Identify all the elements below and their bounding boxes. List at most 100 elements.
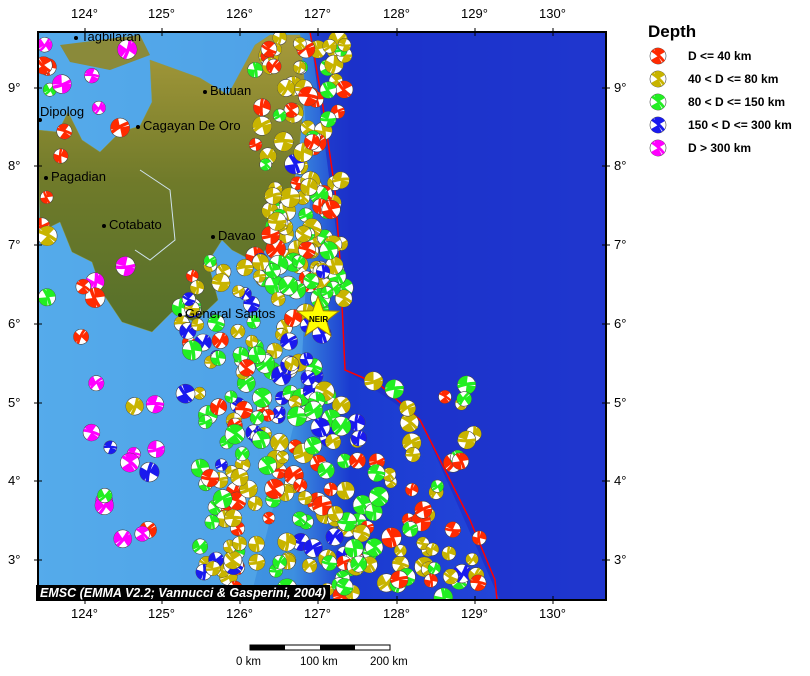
earthquake-beachball xyxy=(203,254,217,268)
earthquake-beachball xyxy=(469,574,487,592)
earthquake-beachball xyxy=(115,256,136,277)
earthquake-beachball xyxy=(368,486,389,507)
earthquake-beachball xyxy=(302,558,318,574)
earthquake-beachball xyxy=(200,469,220,488)
earthquake-beachball xyxy=(253,98,271,117)
earthquake-beachball xyxy=(303,538,323,558)
earthquake-beachball xyxy=(97,488,113,504)
station-star-icon xyxy=(295,294,341,337)
station-label: NEIR xyxy=(309,315,328,324)
city-label: Tagbilaran xyxy=(81,29,141,44)
earthquake-beachball xyxy=(248,553,266,571)
earthquake-beachball xyxy=(248,137,263,152)
lon-tick-top: 128° xyxy=(383,6,410,21)
deep-ocean xyxy=(310,32,606,600)
earthquake-beachball xyxy=(207,314,225,332)
earthquake-beachball xyxy=(349,452,366,469)
legend-label: 150 < D <= 300 km xyxy=(688,118,792,132)
earthquake-beachball xyxy=(367,464,386,482)
earthquake-beachball xyxy=(38,56,53,75)
earthquake-beachball xyxy=(193,386,206,400)
lat-tick-right: 4° xyxy=(614,473,627,488)
beachball-icon xyxy=(649,70,667,88)
legend-item: D <= 40 km xyxy=(648,47,751,65)
earthquake-beachball xyxy=(258,456,277,475)
earthquake-beachball xyxy=(248,346,267,364)
lat-tick-right: 3° xyxy=(614,552,627,567)
earthquake-beachball xyxy=(293,443,314,464)
legend-label: 40 < D <= 80 km xyxy=(688,72,779,86)
earthquake-beachball xyxy=(175,383,196,404)
city-label: Cotabato xyxy=(109,217,162,232)
earthquake-beachball xyxy=(38,225,58,246)
earthquake-beachball xyxy=(205,560,221,576)
legend-beachball xyxy=(649,139,667,157)
earthquake-mechanisms xyxy=(38,32,487,600)
earthquake-beachball xyxy=(444,521,461,538)
city-dot xyxy=(44,176,48,180)
lon-tick-bottom: 126° xyxy=(226,606,253,621)
earthquake-beachball xyxy=(247,496,263,511)
scale-label-0: 0 km xyxy=(236,656,261,668)
earthquake-beachball xyxy=(382,467,397,482)
earthquake-beachball xyxy=(260,40,278,58)
scale-bar xyxy=(249,644,391,651)
earthquake-beachball xyxy=(394,544,407,557)
earthquake-beachball xyxy=(243,295,260,313)
earthquake-beachball xyxy=(364,538,384,557)
lat-tick-left: 3° xyxy=(8,552,21,567)
earthquake-beachball xyxy=(280,332,298,351)
earthquake-beachball xyxy=(272,108,287,123)
city-label: Davao xyxy=(218,228,256,243)
earthquake-beachball xyxy=(322,39,337,54)
earthquake-beachball xyxy=(53,148,69,164)
earthquake-beachball xyxy=(267,211,287,231)
earthquake-beachball xyxy=(251,253,270,271)
earthquake-beachball xyxy=(145,395,165,414)
earthquake-beachball xyxy=(234,446,250,462)
legend-beachball xyxy=(649,70,667,88)
earthquake-beachball xyxy=(147,440,165,458)
earthquake-beachball xyxy=(245,334,259,348)
earthquake-beachball xyxy=(234,400,253,419)
earthquake-beachball xyxy=(224,509,243,528)
lat-tick-left: 5° xyxy=(8,395,21,410)
earthquake-beachball xyxy=(181,292,196,307)
earthquake-beachball xyxy=(337,38,352,52)
earthquake-beachball xyxy=(288,395,302,410)
neir-station: NEIR xyxy=(295,294,341,337)
earthquake-beachball xyxy=(335,578,354,596)
earthquake-beachball xyxy=(350,430,368,447)
city-dot xyxy=(74,36,78,40)
earthquake-beachball xyxy=(91,100,106,115)
earthquake-beachball xyxy=(265,263,281,279)
earthquake-beachball xyxy=(224,390,238,404)
earthquake-beachball xyxy=(279,187,301,208)
earthquake-beachball xyxy=(252,430,271,449)
lat-tick-left: 6° xyxy=(8,316,21,331)
earthquake-beachball xyxy=(427,561,441,575)
lat-tick-right: 5° xyxy=(614,395,627,410)
earthquake-beachball xyxy=(319,81,337,99)
earthquake-beachball xyxy=(465,552,479,566)
city-dot xyxy=(136,125,140,129)
earthquake-beachball xyxy=(277,532,297,552)
city-label: Dipolog xyxy=(40,104,85,119)
earthquake-beachball xyxy=(204,514,220,530)
city-label: Butuan xyxy=(210,83,252,98)
legend-item: 80 < D <= 150 km xyxy=(648,93,785,111)
earthquake-beachball xyxy=(211,273,231,292)
earthquake-beachball xyxy=(327,505,344,522)
scale-label-200: 200 km xyxy=(370,656,408,668)
earthquake-beachball xyxy=(215,458,228,472)
earthquake-beachball xyxy=(384,379,405,399)
earthquake-beachball xyxy=(320,111,337,128)
earthquake-beachball xyxy=(295,225,312,243)
earthquake-beachball xyxy=(381,527,402,548)
credit-label: EMSC (EMMA V2.2; Vannucci & Gasperini, 2… xyxy=(36,585,330,601)
earthquake-beachball xyxy=(457,375,477,395)
lon-tick-top: 126° xyxy=(226,6,253,21)
earthquake-beachball xyxy=(264,187,282,205)
earthquake-beachball xyxy=(300,178,318,196)
lon-tick-top: 130° xyxy=(539,6,566,21)
